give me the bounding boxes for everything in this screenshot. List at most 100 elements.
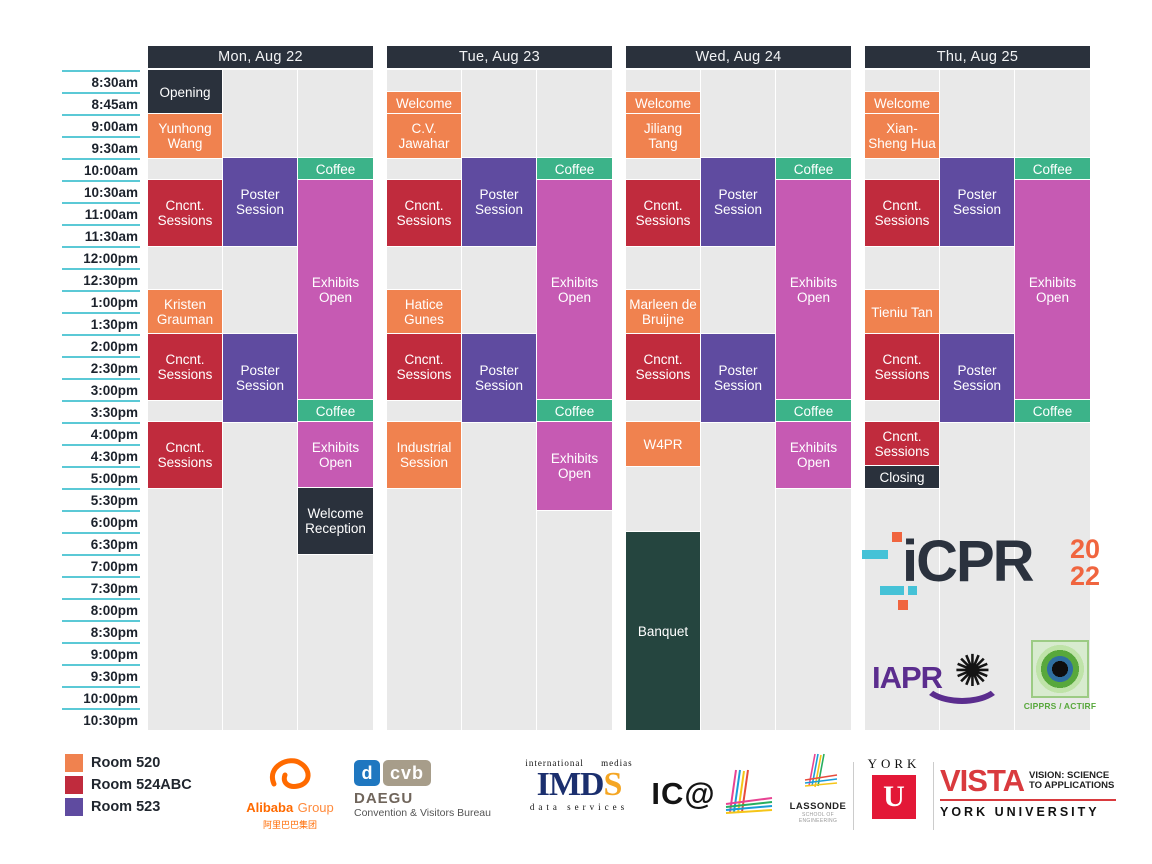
event-block: Cncnt. Sessions — [148, 334, 222, 400]
legend-label: Room 523 — [91, 799, 161, 815]
time-label: 10:00am — [62, 158, 140, 180]
vista-tagline-line1: VISION: SCIENCE — [1029, 769, 1110, 781]
event-block: C.V. Jawahar — [387, 114, 461, 158]
iapr-pinwheel-icon: ✺ — [954, 647, 991, 696]
event-block: Exhibits Open — [776, 180, 851, 400]
event-block: Poster Session — [462, 334, 536, 422]
icpr-cyan-bar-icon — [862, 550, 888, 559]
time-label: 12:30pm — [62, 268, 140, 290]
dcvb-logo: d cvb DAEGU Convention & Visitors Bureau — [348, 760, 508, 819]
time-label: 10:30am — [62, 180, 140, 202]
event-block: Kristen Grauman — [148, 290, 222, 334]
day-header: Tue, Aug 23 — [387, 46, 612, 68]
event-block: Closing — [865, 466, 939, 488]
event-block: Cncnt. Sessions — [865, 422, 939, 466]
time-label: 12:00pm — [62, 246, 140, 268]
alibaba-cjk-text: 阿里巴巴集团 — [262, 820, 317, 830]
event-block: Exhibits Open — [298, 422, 373, 488]
event-block: Cncnt. Sessions — [148, 180, 222, 246]
icpr-cyan-bar-icon — [880, 586, 904, 595]
event-block: Welcome — [626, 92, 700, 114]
event-block: Cncnt. Sessions — [865, 180, 939, 246]
event-block: W4PR — [626, 422, 700, 466]
imds-top-text: international medias — [525, 758, 633, 768]
time-label: 6:30pm — [62, 532, 140, 554]
alibaba-mark-icon — [269, 758, 311, 789]
vista-tagline-line2: TO APPLICATIONS — [1029, 780, 1115, 791]
icpr-year-bottom: 22 — [1070, 561, 1101, 591]
legend-swatch-orange — [65, 754, 83, 772]
time-label: 6:00pm — [62, 510, 140, 532]
time-label: 11:00am — [62, 202, 140, 224]
legend-swatch-red — [65, 776, 83, 794]
time-label: 1:00pm — [62, 290, 140, 312]
york-u-logo: YORK U — [860, 756, 928, 819]
day-subcolumn — [148, 70, 222, 730]
event-block: Cncnt. Sessions — [387, 180, 461, 246]
time-label: 9:00am — [62, 114, 140, 136]
event-block: Tieniu Tan — [865, 290, 939, 334]
legend-swatch-purple — [65, 798, 83, 816]
event-block: Cncnt. Sessions — [626, 180, 700, 246]
alibaba-name: Alibaba Group — [238, 799, 342, 817]
time-label: 10:30pm — [62, 708, 140, 730]
imds-bottom-text: data services — [529, 802, 629, 812]
vista-tagline: VISION: SCIENCE TO APPLICATIONS — [1029, 769, 1115, 792]
york-u-letter: U — [883, 780, 905, 813]
event-block: Cncnt. Sessions — [148, 422, 222, 488]
vista-divider — [940, 799, 1116, 801]
lassonde-name: LASSONDE — [789, 801, 847, 812]
imds-wordmark: IMDS — [524, 768, 634, 802]
event-block: Welcome — [865, 92, 939, 114]
icpr-cyan-square-icon — [908, 586, 917, 595]
event-block: Jiliang Tang — [626, 114, 700, 158]
event-block: Coffee — [1015, 158, 1090, 180]
cipprs-label: CIPPRS / ACTIRF — [1023, 701, 1097, 711]
icpr-year-top: 20 — [1070, 534, 1101, 564]
iapr-swoosh-icon — [920, 656, 1004, 704]
time-label: 4:30pm — [62, 444, 140, 466]
york-wordmark: YORK — [867, 756, 921, 771]
event-block: Exhibits Open — [776, 422, 851, 488]
iapr-wordmark: IAPR — [872, 660, 943, 695]
event-block: Exhibits Open — [537, 422, 612, 510]
event-block: Poster Session — [223, 334, 297, 422]
iapr-logo: IAPR ✺ — [872, 648, 1007, 718]
time-label: 7:30pm — [62, 576, 140, 598]
room-legend: Room 520 Room 524ABC Room 523 — [65, 752, 192, 818]
alibaba-logo: Alibaba Group 阿里巴巴集团 — [238, 754, 342, 831]
time-label: 3:30pm — [62, 400, 140, 422]
event-block: Coffee — [298, 158, 373, 180]
legend-item: Room 524ABC — [65, 774, 192, 796]
event-block: Poster Session — [462, 158, 536, 246]
day-subcolumn — [387, 70, 461, 730]
vista-top-row: VISTA VISION: SCIENCE TO APPLICATIONS — [940, 765, 1116, 796]
vista-footer: YORK UNIVERSITY — [940, 805, 1100, 819]
time-label: 4:00pm — [62, 422, 140, 444]
time-label: 9:00pm — [62, 642, 140, 664]
event-block: Opening — [148, 70, 222, 114]
day-header: Thu, Aug 25 — [865, 46, 1090, 68]
alibaba-name-text: Alibaba — [246, 800, 294, 815]
imds-logo: international medias IMDS data services — [524, 758, 634, 812]
dcvb-d-box: d — [354, 760, 380, 786]
legend-label: Room 520 — [91, 755, 161, 771]
eye-icon — [1031, 640, 1089, 698]
time-label: 5:30pm — [62, 488, 140, 510]
day-header: Mon, Aug 22 — [148, 46, 373, 68]
event-block: Cncnt. Sessions — [626, 334, 700, 400]
imds-imd-text: IMD — [536, 766, 605, 803]
day-header: Wed, Aug 24 — [626, 46, 851, 68]
dcvb-cvb-box: cvb — [383, 760, 431, 786]
lassonde-logo: LASSONDE SCHOOL OF ENGINEERING — [786, 752, 850, 824]
event-block: Poster Session — [223, 158, 297, 246]
event-block: Coffee — [537, 158, 612, 180]
day-subcolumn — [865, 70, 939, 730]
icpr-year: 20 22 — [1070, 536, 1100, 590]
time-label: 10:00pm — [62, 686, 140, 708]
event-block: Cncnt. Sessions — [865, 334, 939, 400]
time-label: 2:30pm — [62, 356, 140, 378]
event-block: Coffee — [776, 400, 851, 422]
time-label: 8:30pm — [62, 620, 140, 642]
lassonde-scribble-icon — [804, 753, 838, 788]
